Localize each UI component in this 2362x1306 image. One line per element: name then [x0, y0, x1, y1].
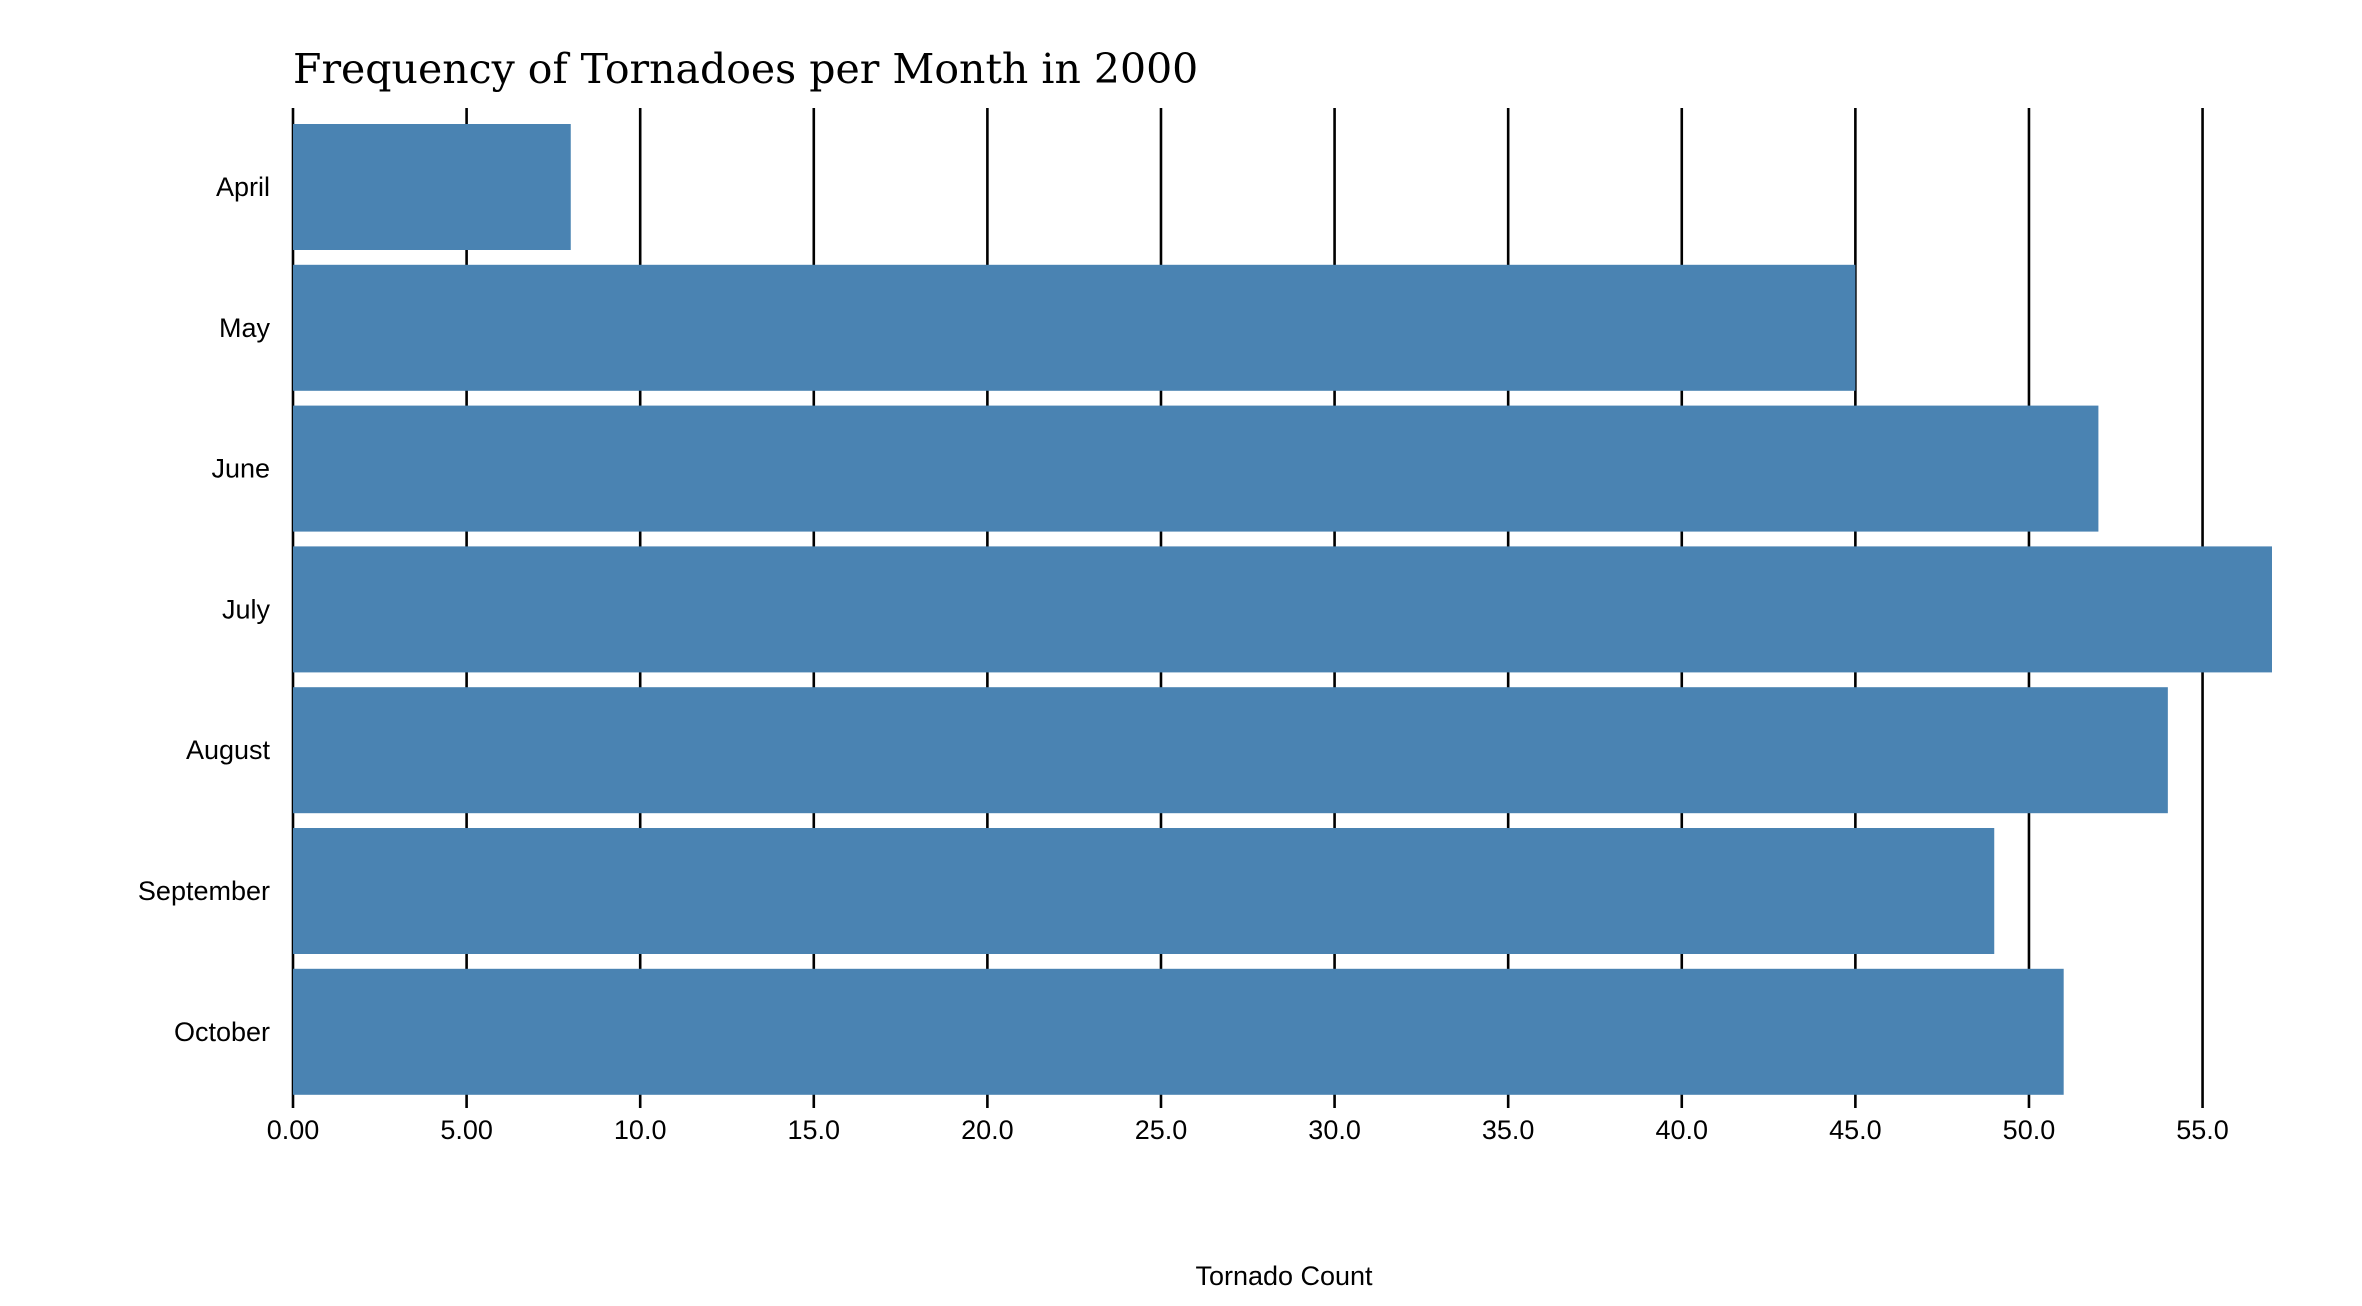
category-label: July [222, 594, 271, 624]
bar-august [293, 687, 2168, 814]
category-label: June [211, 454, 270, 484]
category-labels: April May June July August September October [138, 172, 271, 1047]
category-label: May [219, 313, 271, 343]
x-tick-label: 25.0 [1135, 1115, 1188, 1145]
x-tick-label: 0.00 [267, 1115, 320, 1145]
category-label: August [186, 735, 271, 765]
x-tick-label: 35.0 [1482, 1115, 1535, 1145]
bar-april [293, 124, 571, 250]
bar-october [293, 968, 2064, 1095]
bar-june [293, 405, 2099, 532]
x-tick-label: 5.00 [440, 1115, 493, 1145]
x-tick-label: 15.0 [788, 1115, 841, 1145]
bar-may [293, 264, 1856, 391]
x-tick-label: 50.0 [2003, 1115, 2056, 1145]
x-tick-label: 30.0 [1308, 1115, 1361, 1145]
x-tick-label: 45.0 [1829, 1115, 1882, 1145]
x-tick-label: 10.0 [614, 1115, 667, 1145]
bar-july [293, 546, 2272, 673]
x-tick-label: 40.0 [1655, 1115, 1708, 1145]
category-label: October [174, 1017, 270, 1047]
bar-september [293, 828, 1995, 954]
x-axis-label: Tornado Count [1195, 1261, 1373, 1291]
x-tick-labels: 0.00 5.00 10.0 15.0 20.0 25.0 30.0 35.0 40.0 45.0… [267, 1115, 2229, 1145]
category-label: September [138, 876, 270, 906]
x-tick-label: 20.0 [961, 1115, 1014, 1145]
x-tick-label: 55.0 [2176, 1115, 2229, 1145]
chart-title: Frequency of Tornadoes per Month in 2000 [293, 45, 1198, 93]
bars [293, 124, 2272, 1095]
category-label: April [216, 172, 270, 202]
